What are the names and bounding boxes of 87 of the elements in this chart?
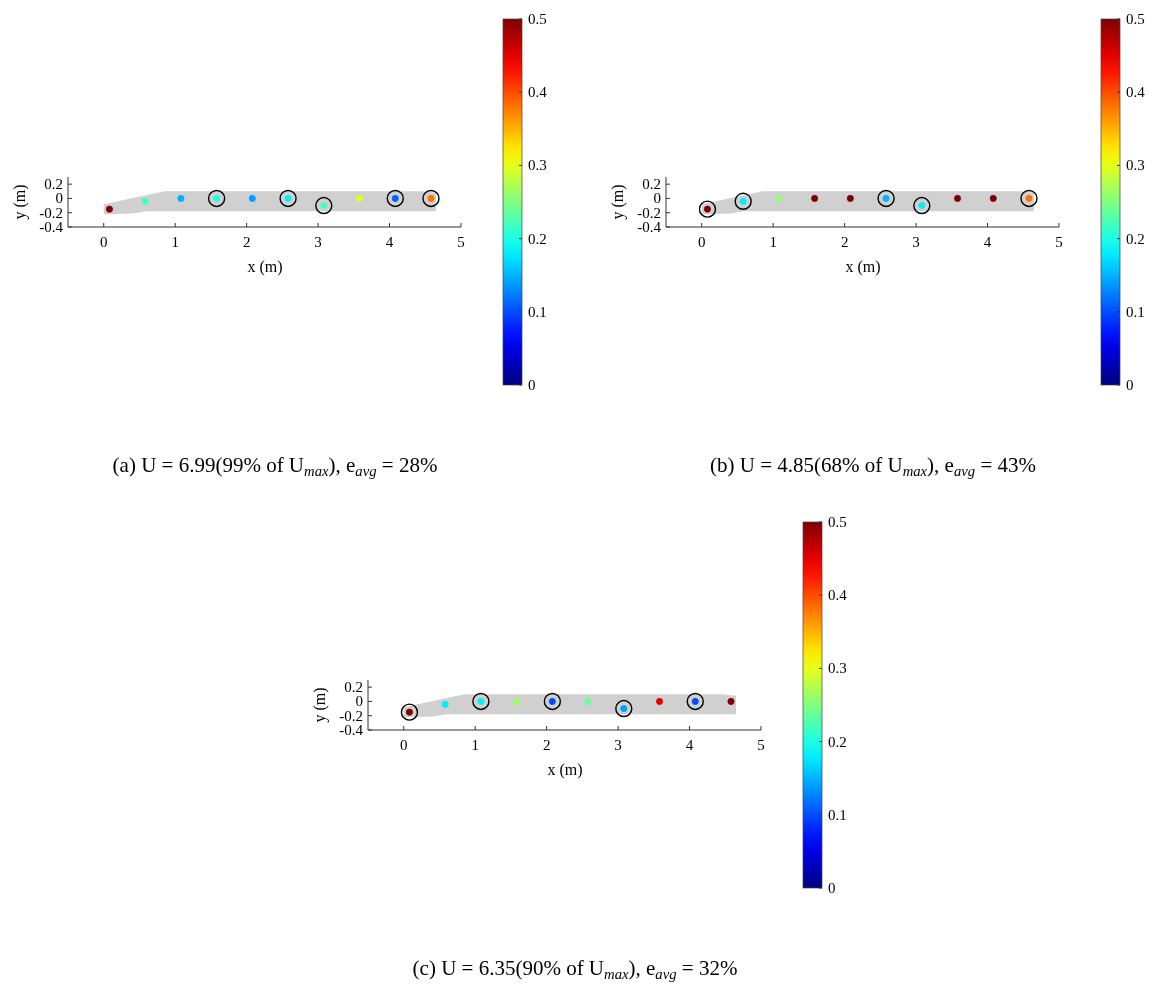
point	[207, 189, 226, 208]
point	[734, 192, 752, 210]
text: (c) U = 6.35(90% of U$_{max}$), e$_{avg}$ = 32%	[412, 956, 738, 982]
point	[441, 700, 449, 708]
x-tick-label: 2	[840, 234, 849, 250]
y-tick-label: 0	[653, 190, 661, 207]
x-tick-label: 4	[983, 234, 992, 250]
color-bar-label: 0.1	[528, 303, 547, 320]
y-axis-title: y (m)	[11, 184, 29, 220]
point	[615, 699, 633, 718]
x-tick-label: 1	[471, 737, 479, 753]
y-axis-title: y (m)	[609, 184, 627, 220]
x-tick-label: 0	[99, 234, 108, 250]
x-axis-title: x (m)	[247, 258, 283, 276]
point	[775, 194, 783, 202]
x-axis-title: x (m)	[547, 761, 583, 779]
x-tick-label: 5	[757, 737, 765, 753]
point	[543, 692, 562, 711]
point	[422, 189, 440, 208]
color-bar-label: 0.1	[1126, 303, 1145, 320]
y-tick-label: 0.2	[642, 176, 661, 193]
y-axis-title: y (m)	[311, 687, 329, 723]
x-tick-label: 4	[385, 234, 394, 250]
x-tick-label: 3	[912, 234, 920, 250]
y-tick-label: -0.4	[39, 219, 64, 235]
x-axis-title: x (m)	[845, 258, 881, 276]
point	[513, 697, 521, 705]
point	[141, 197, 149, 205]
color-bar-label: 0.5	[1126, 11, 1145, 27]
color-bar-label: 0.4	[528, 84, 548, 101]
color-bar-label: 0.4	[1126, 84, 1146, 101]
point	[727, 697, 735, 705]
color-bar-label: 0.3	[1126, 157, 1145, 174]
x-tick-label: 2	[542, 737, 551, 753]
point	[279, 189, 297, 208]
point	[315, 196, 333, 215]
color-bar-label: 0	[528, 377, 536, 393]
point	[177, 194, 185, 202]
y-tick-label: 0.2	[344, 679, 363, 696]
x-tick-label: 1	[769, 234, 777, 250]
x-tick-label: 2	[242, 234, 251, 250]
color-bar-label: 0	[828, 880, 836, 896]
color-bar-label: 0.1	[828, 806, 847, 823]
x-tick-label: 0	[697, 234, 706, 250]
y-tick-label: -0.2	[637, 204, 661, 221]
point	[913, 196, 931, 215]
point	[248, 194, 256, 202]
color-bar-label: 0.2	[528, 230, 547, 247]
point	[877, 189, 895, 208]
point	[656, 697, 664, 705]
point	[386, 189, 404, 208]
y-tick-label: 0	[355, 693, 363, 710]
x-tick-label: 4	[685, 737, 694, 753]
point	[811, 194, 819, 202]
y-tick-label: -0.4	[339, 722, 364, 738]
x-tick-label: 5	[457, 234, 465, 250]
point	[954, 194, 962, 202]
y-tick-label: -0.2	[39, 204, 63, 221]
color-bar-label: 0.2	[1126, 230, 1145, 247]
color-bar-label: 0.2	[828, 733, 847, 750]
point	[584, 697, 592, 705]
point	[846, 194, 854, 202]
x-tick-label: 0	[399, 737, 408, 753]
point	[105, 205, 113, 213]
color-bar-label: 0.3	[528, 157, 547, 174]
color-bar-label: 0.4	[828, 587, 848, 604]
color-bar-label: 0.5	[828, 514, 847, 530]
text: (a) U = 6.99(99% of U$_{max}$), e$_{avg}$ = 28%	[112, 453, 438, 479]
point	[989, 194, 997, 202]
y-tick-label: -0.4	[637, 219, 662, 235]
x-tick-label: 3	[614, 737, 622, 753]
y-tick-label: 0.2	[44, 176, 63, 193]
y-tick-label: 0	[55, 190, 63, 207]
color-bar-label: 0.3	[828, 660, 847, 677]
x-tick-label: 3	[314, 234, 322, 250]
point	[472, 692, 490, 711]
color-bar-label: 0.5	[528, 11, 547, 27]
point	[400, 703, 419, 721]
y-tick-label: -0.2	[339, 707, 363, 724]
point	[356, 194, 364, 202]
point	[686, 692, 704, 711]
x-tick-label: 1	[171, 234, 179, 250]
point	[698, 200, 717, 218]
color-bar-label: 0	[1126, 377, 1134, 393]
text: (b) U = 4.85(68% of U$_{max}$), e$_{avg}$ = 43%	[709, 453, 1037, 479]
point	[1020, 189, 1038, 208]
x-tick-label: 5	[1055, 234, 1063, 250]
